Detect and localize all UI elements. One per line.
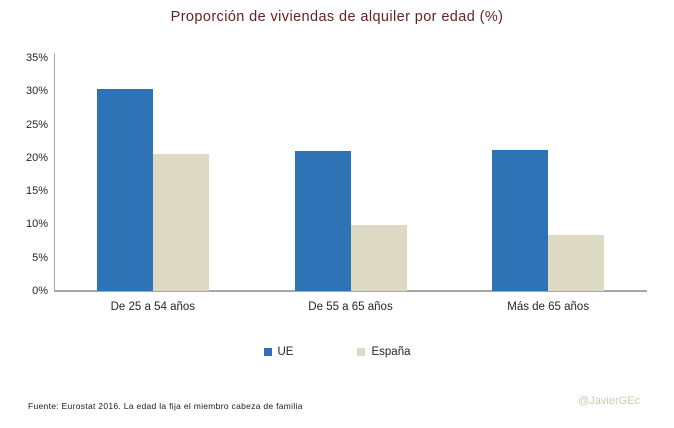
bar-ue-2 xyxy=(492,149,549,291)
bar-españa-0 xyxy=(152,153,209,291)
legend-item-ue: UE xyxy=(263,346,294,358)
legend: UE España xyxy=(0,346,674,358)
chart-title: Proporción de viviendas de alquiler por … xyxy=(170,9,504,25)
bar-españa-2 xyxy=(548,235,605,291)
y-tick-label-30: 30% xyxy=(25,85,48,98)
x-axis-line xyxy=(54,290,647,292)
attribution-handle: @JavierGEc xyxy=(578,395,640,407)
legend-item-espana: España xyxy=(357,346,411,358)
y-tick-label-25: 25% xyxy=(25,118,48,131)
source-note: Fuente: Eurostat 2016. La edad la fija e… xyxy=(28,401,303,411)
x-category-label-0: De 25 a 54 años xyxy=(110,301,196,313)
bar-españa-1 xyxy=(350,225,407,291)
legend-label-ue: UE xyxy=(277,346,294,358)
legend-label-espana: España xyxy=(371,346,411,358)
x-category-label-1: De 55 a 65 años xyxy=(308,301,393,313)
y-tick-label-15: 15% xyxy=(25,185,48,198)
x-category-label-2: Más de 65 años xyxy=(507,301,590,313)
y-tick-label-0: 0% xyxy=(32,285,48,297)
y-axis-line xyxy=(54,53,55,291)
bar-ue-1 xyxy=(294,151,351,291)
y-tick-label-5: 5% xyxy=(32,251,48,264)
legend-swatch-espana xyxy=(357,348,366,356)
y-tick-label-20: 20% xyxy=(25,151,48,164)
legend-swatch-ue xyxy=(263,348,272,356)
y-tick-label-35: 35% xyxy=(25,52,48,64)
bar-ue-0 xyxy=(96,89,153,291)
y-tick-label-10: 10% xyxy=(25,218,48,231)
